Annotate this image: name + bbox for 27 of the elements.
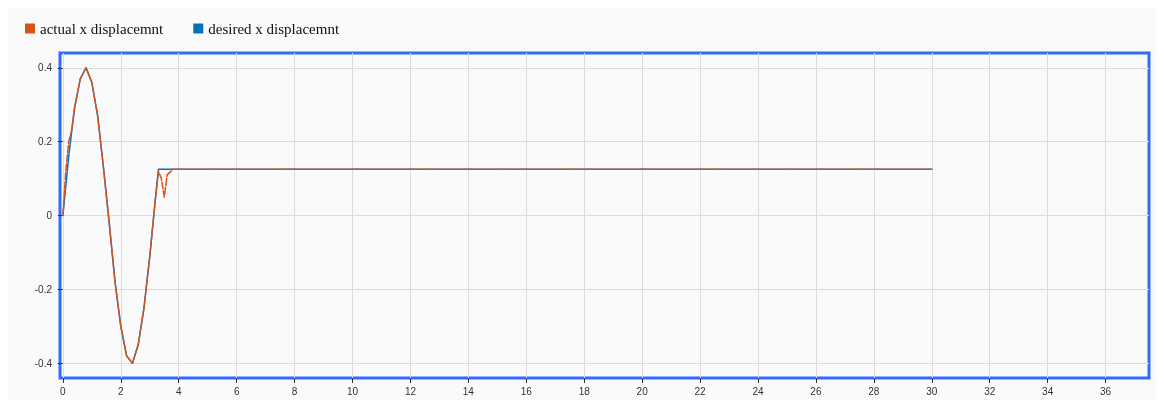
y-tick-label: -0.4: [34, 357, 53, 369]
x-tick-label: 32: [984, 385, 996, 397]
line-series: [62, 67, 933, 364]
x-tick-label: 30: [926, 385, 938, 397]
y-tick-label: -0.2: [34, 283, 53, 295]
y-tick-label: 0: [46, 210, 53, 221]
y-tick-label: 0.4: [38, 62, 53, 74]
x-tick-label: 20: [636, 385, 649, 397]
x-tick-label: 0: [60, 385, 67, 397]
x-tick-label: 6: [233, 385, 240, 397]
x-tick-label: 22: [694, 385, 707, 397]
x-tick-label: 4: [175, 385, 182, 397]
x-tick-label: 18: [578, 385, 591, 397]
x-tick-label: 26: [810, 385, 822, 397]
x-tick-label: 34: [1042, 385, 1054, 397]
y-tick-label: 0.2: [38, 136, 53, 148]
legend-label: desired x displacemnt: [208, 20, 340, 37]
x-tick-label: 36: [1099, 385, 1112, 397]
x-tick-label: 2: [118, 385, 125, 397]
x-tick-label: 12: [404, 385, 417, 397]
x-tick-label: 16: [520, 385, 533, 397]
x-tick-label: 8: [291, 385, 298, 397]
x-tick-label: 14: [462, 385, 475, 397]
x-tick-label: 10: [346, 385, 359, 397]
x-tick-label: 28: [868, 385, 880, 397]
legend-label: actual x displacemnt: [40, 20, 165, 37]
x-tick-label: 24: [752, 385, 764, 397]
